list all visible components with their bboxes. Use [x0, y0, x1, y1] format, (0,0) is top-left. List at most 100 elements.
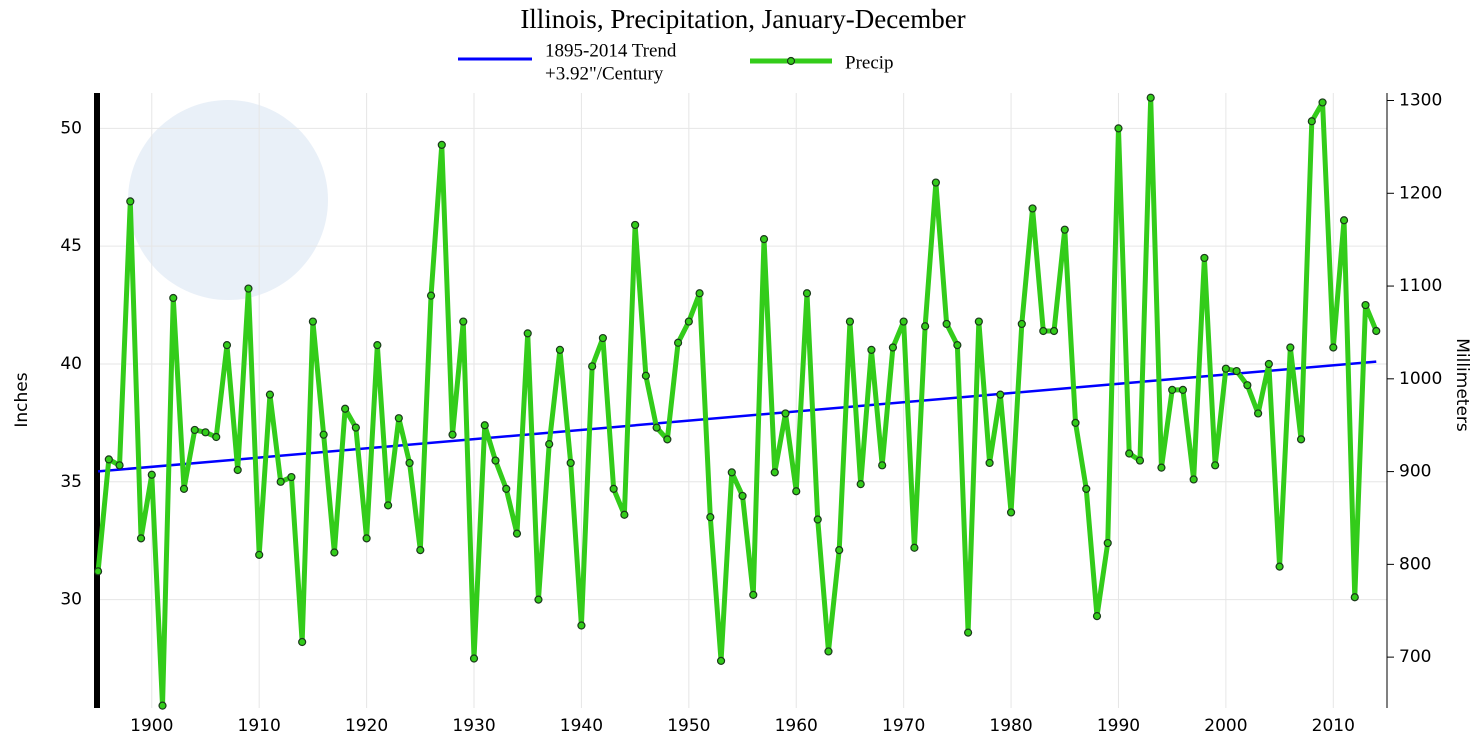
legend-label: 1895-2014 Trend [545, 40, 677, 61]
y-tick-label: 35 [60, 472, 82, 492]
data-point [781, 409, 790, 418]
data-point [179, 484, 189, 493]
data-point [147, 470, 156, 479]
data-point [373, 341, 382, 350]
data-point [1254, 409, 1263, 418]
data-point [684, 317, 693, 326]
data-point [1286, 343, 1295, 352]
y2-tick-label: 800 [1399, 554, 1431, 574]
x-tick-label: 1950 [667, 716, 710, 736]
data-point [953, 341, 962, 350]
data-point [1146, 93, 1155, 102]
data-point [1049, 326, 1059, 336]
data-point [169, 293, 178, 303]
data-point [1092, 612, 1102, 621]
data-point [93, 567, 103, 576]
data-point [1361, 300, 1370, 310]
data-point [620, 510, 629, 519]
data-point [126, 197, 135, 206]
y2-tick-label: 900 [1399, 462, 1431, 482]
x-tick-label: 2010 [1312, 716, 1355, 736]
data-point [222, 341, 232, 350]
data-point [813, 515, 822, 524]
x-tick-label: 1990 [1097, 716, 1140, 736]
data-point [566, 458, 575, 468]
y2-tick-label: 1000 [1399, 369, 1442, 389]
data-point [856, 480, 865, 489]
data-point [1135, 456, 1145, 465]
data-point [942, 319, 951, 329]
data-point [963, 628, 973, 637]
data-point [996, 390, 1005, 399]
data-point [577, 621, 586, 630]
data-point [1157, 463, 1166, 472]
data-point [888, 343, 898, 352]
data-point [1296, 435, 1306, 444]
data-point [523, 329, 532, 338]
data-point [1082, 484, 1091, 493]
data-line [97, 360, 1377, 473]
data-point [383, 501, 393, 510]
data-point [1275, 562, 1284, 571]
data-point [835, 546, 844, 555]
data-point [298, 637, 307, 647]
data-point [931, 178, 940, 187]
y2-axis-label: Millimeters [1452, 338, 1472, 432]
data-point [405, 458, 414, 468]
data-point [588, 362, 597, 371]
data-point [1028, 204, 1037, 213]
data-point [609, 484, 618, 493]
data-point [1232, 366, 1241, 376]
data-point [792, 487, 801, 496]
legend-marker [786, 56, 796, 66]
data-point [341, 404, 350, 413]
data-point [802, 289, 812, 298]
data-point [1339, 216, 1349, 225]
data-point [921, 322, 930, 331]
data-point [426, 291, 436, 300]
data-point [878, 461, 887, 470]
data-point [1264, 359, 1273, 369]
data-point [115, 461, 124, 470]
data-point [749, 590, 758, 599]
data-point [448, 430, 457, 439]
data-point [738, 491, 747, 501]
data-point [136, 534, 146, 543]
data-line [95, 95, 1379, 709]
data-point [255, 550, 264, 559]
data-point [534, 595, 543, 604]
data-point [845, 317, 855, 326]
data-point [512, 529, 522, 538]
x-tick-label: 1920 [345, 716, 388, 736]
data-point [437, 140, 446, 149]
data-point [190, 425, 199, 435]
data-point [287, 472, 296, 482]
data-point [824, 647, 833, 656]
data-point [1006, 508, 1016, 517]
data-point [469, 654, 479, 663]
data-point [330, 548, 339, 557]
data-point [974, 317, 983, 326]
data-point [555, 345, 565, 354]
data-point [201, 428, 210, 437]
legend-label: Precip [845, 52, 894, 73]
data-point [985, 458, 994, 468]
data-point [716, 656, 726, 665]
y-tick-label: 50 [60, 118, 82, 138]
data-point [1350, 593, 1359, 602]
data-point [759, 234, 769, 244]
data-point [1318, 98, 1327, 107]
data-point [770, 468, 779, 477]
y2-tick-label: 1100 [1399, 276, 1442, 296]
data-point [1039, 326, 1048, 336]
data-point [1189, 475, 1198, 484]
data-point [545, 439, 554, 449]
data-point [308, 317, 317, 326]
y2-tick-label: 700 [1399, 647, 1431, 667]
data-point [663, 435, 672, 444]
x-tick-label: 2000 [1204, 716, 1247, 736]
data-point [652, 423, 661, 432]
data-point [1125, 449, 1134, 458]
data-point [104, 455, 113, 464]
data-point [459, 317, 468, 326]
